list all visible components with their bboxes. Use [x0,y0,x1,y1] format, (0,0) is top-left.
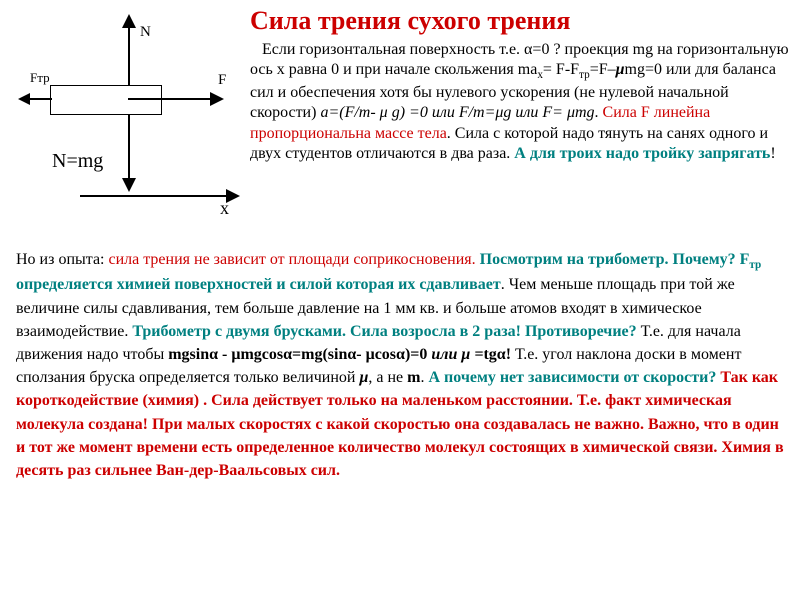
block-shape [50,85,162,115]
label-f: F [218,72,226,89]
paragraph-2: Но из опыта: сила трения не зависит от п… [16,248,790,482]
paragraph-1: Если горизонтальная поверхность т.е. α=0… [250,40,790,165]
force-f-line [128,98,213,100]
p2-g2: или μ = [431,346,483,363]
p2-c1: Посмотрим на трибометр. Почему? F [480,251,750,268]
label-nmg: N=mg [52,150,103,173]
x-axis-line [80,195,230,197]
label-x: x [220,198,229,219]
label-n: N [140,24,151,41]
friction-diagram: N F Fтр N=mg x [20,20,240,220]
p1-teal: А для троих надо тройку запрягать [514,145,770,162]
p2-e: Трибометр с двумя брусками. Сила возросл… [132,323,636,340]
label-ftr: Fтр [30,70,50,86]
arrow-left-icon [18,93,30,105]
p1-t1l: ! [770,145,775,162]
page-title: Сила трения сухого трения [250,6,570,36]
p1-mu: μ [616,61,625,78]
p2-g3: tgα [483,346,505,363]
p1-t1c: = F-F [543,61,579,78]
p2-h4: m [407,369,420,386]
p2-c3: определяется химией поверхностей и силой… [16,276,501,293]
p2-b: сила трения не зависит от площади соприк… [108,251,479,268]
p2-g4: ! [506,346,515,363]
p2-i: А почему нет зависимости от скорости? [428,369,720,386]
p1-t1h: . [595,104,603,121]
p2-g: mgsinα - μmgcosα=mg(sinα- μcosα)=0 [168,346,431,363]
p1-formula: a=(F/m- μ g) =0 или F/m=μg или F= μmg [320,104,594,121]
p1-sub-tr: тр [579,70,590,82]
arrow-up-icon [122,14,136,28]
arrow-right-icon [210,92,224,106]
p2-c-sub: тр [749,259,761,271]
p1-t1e: =F– [590,61,616,78]
arrow-down-icon [122,178,136,192]
p2-h3: , а не [368,369,407,386]
p2-a: Но из опыта: [16,251,108,268]
